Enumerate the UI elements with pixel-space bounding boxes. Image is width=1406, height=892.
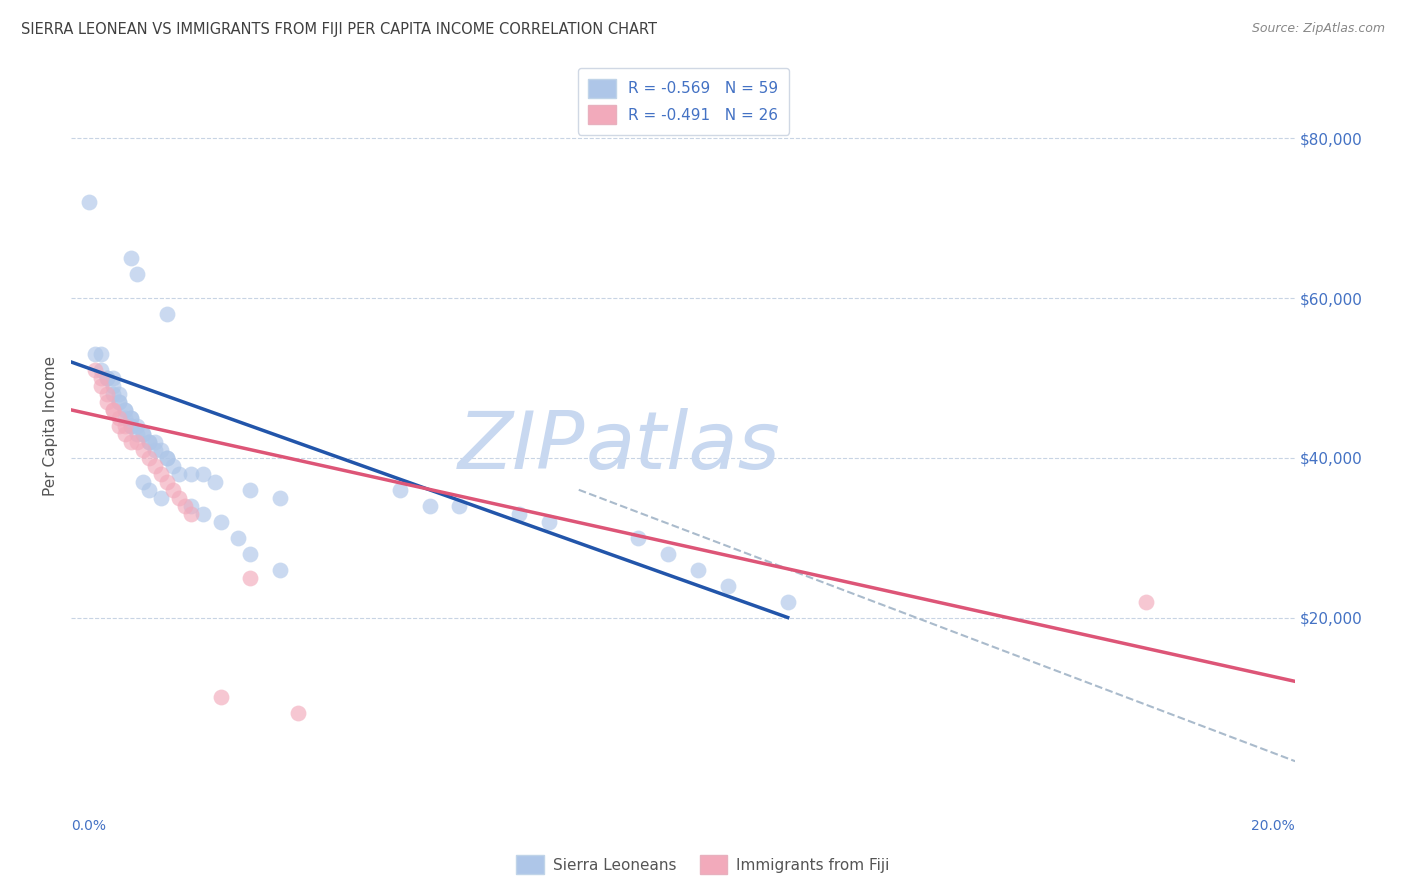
Point: [287, 706, 309, 721]
Point: [84, 363, 107, 377]
Point: [132, 426, 155, 441]
Point: [138, 434, 160, 449]
Point: [191, 507, 214, 521]
Point: [537, 515, 560, 529]
Legend: Sierra Leoneans, Immigrants from Fiji: Sierra Leoneans, Immigrants from Fiji: [510, 849, 896, 880]
Text: atlas: atlas: [585, 408, 780, 486]
Point: [449, 499, 471, 513]
Point: [90, 379, 112, 393]
Point: [162, 458, 184, 473]
Point: [114, 403, 136, 417]
Text: SIERRA LEONEAN VS IMMIGRANTS FROM FIJI PER CAPITA INCOME CORRELATION CHART: SIERRA LEONEAN VS IMMIGRANTS FROM FIJI P…: [21, 22, 657, 37]
Point: [173, 499, 195, 513]
Point: [96, 387, 118, 401]
Point: [101, 403, 124, 417]
Point: [114, 403, 136, 417]
Text: 0.0%: 0.0%: [72, 820, 107, 833]
Point: [84, 347, 107, 361]
Point: [132, 442, 155, 457]
Point: [269, 491, 291, 505]
Point: [120, 411, 142, 425]
Point: [209, 690, 232, 705]
Legend: R = -0.569   N = 59, R = -0.491   N = 26: R = -0.569 N = 59, R = -0.491 N = 26: [578, 68, 789, 135]
Point: [688, 563, 710, 577]
Point: [101, 387, 124, 401]
Point: [114, 411, 136, 425]
Point: [209, 515, 232, 529]
Point: [120, 411, 142, 425]
Point: [239, 571, 262, 585]
Point: [156, 450, 179, 465]
Point: [143, 458, 166, 473]
Point: [508, 507, 530, 521]
Point: [657, 547, 679, 561]
Point: [149, 491, 172, 505]
Point: [90, 371, 112, 385]
Point: [156, 450, 179, 465]
Point: [120, 434, 142, 449]
Point: [125, 434, 148, 449]
Point: [90, 347, 112, 361]
Point: [138, 483, 160, 497]
Point: [96, 371, 118, 385]
Point: [125, 418, 148, 433]
Point: [108, 411, 131, 425]
Point: [717, 578, 740, 592]
Point: [96, 395, 118, 409]
Text: 20.0%: 20.0%: [1251, 820, 1295, 833]
Point: [125, 426, 148, 441]
Point: [101, 403, 124, 417]
Point: [149, 442, 172, 457]
Point: [167, 467, 190, 481]
Point: [143, 434, 166, 449]
Point: [108, 418, 131, 433]
Point: [156, 475, 179, 489]
Point: [96, 371, 118, 385]
Point: [156, 307, 179, 321]
Point: [1135, 594, 1157, 608]
Point: [239, 547, 262, 561]
Point: [114, 426, 136, 441]
Point: [776, 594, 799, 608]
Point: [114, 418, 136, 433]
Point: [228, 531, 250, 545]
Text: ZIP: ZIP: [458, 408, 585, 486]
Point: [77, 195, 100, 210]
Point: [138, 434, 160, 449]
Point: [132, 475, 155, 489]
Point: [120, 418, 142, 433]
Point: [108, 395, 131, 409]
Point: [149, 467, 172, 481]
Point: [204, 475, 226, 489]
Point: [101, 371, 124, 385]
Point: [388, 483, 411, 497]
Point: [180, 467, 202, 481]
Point: [269, 563, 291, 577]
Point: [162, 483, 184, 497]
Point: [180, 499, 202, 513]
Point: [125, 267, 148, 281]
Point: [143, 442, 166, 457]
Point: [239, 483, 262, 497]
Point: [180, 507, 202, 521]
Point: [627, 531, 650, 545]
Point: [120, 252, 142, 266]
Point: [108, 387, 131, 401]
Point: [120, 418, 142, 433]
Text: Source: ZipAtlas.com: Source: ZipAtlas.com: [1251, 22, 1385, 36]
Point: [108, 395, 131, 409]
Point: [418, 499, 440, 513]
Point: [132, 426, 155, 441]
Point: [167, 491, 190, 505]
Y-axis label: Per Capita Income: Per Capita Income: [44, 356, 58, 496]
Point: [191, 467, 214, 481]
Point: [138, 450, 160, 465]
Point: [101, 379, 124, 393]
Point: [90, 363, 112, 377]
